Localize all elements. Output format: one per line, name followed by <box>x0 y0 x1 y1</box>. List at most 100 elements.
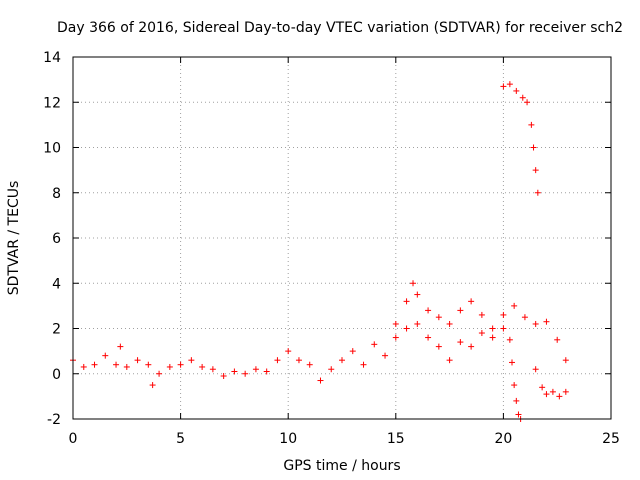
data-point <box>263 368 270 375</box>
data-point <box>392 320 399 327</box>
data-point <box>295 357 302 364</box>
data-point <box>274 357 281 364</box>
y-tick-label: 2 <box>52 322 61 338</box>
data-point <box>177 361 184 368</box>
data-point <box>102 352 109 359</box>
y-tick-label: 12 <box>43 95 61 111</box>
data-point <box>500 325 507 332</box>
y-tick-label: 0 <box>52 367 61 383</box>
data-point <box>414 291 421 298</box>
data-point <box>199 363 206 370</box>
data-point <box>506 336 513 343</box>
data-point <box>530 144 537 151</box>
data-point <box>349 348 356 355</box>
y-tick-label: 14 <box>43 50 61 66</box>
data-point <box>513 397 520 404</box>
data-point <box>149 382 156 389</box>
series-sdtvar-lower-band <box>392 320 507 364</box>
series-sdtvar-late-arc <box>500 81 541 196</box>
data-point <box>500 83 507 90</box>
data-point <box>113 361 120 368</box>
data-point <box>511 302 518 309</box>
data-point <box>425 307 432 314</box>
data-point <box>543 318 550 325</box>
data-point <box>392 334 399 341</box>
grid-layer <box>73 57 611 419</box>
data-point <box>489 325 496 332</box>
data-point <box>231 368 238 375</box>
data-point <box>403 298 410 305</box>
data-point <box>145 361 152 368</box>
data-point <box>500 311 507 318</box>
data-point <box>562 357 569 364</box>
data-point <box>528 121 535 128</box>
data-point <box>220 373 227 380</box>
data-point <box>524 99 531 106</box>
x-tick-label: 0 <box>69 431 78 447</box>
data-point <box>521 314 528 321</box>
series-sdtvar-tail-22h <box>532 366 569 400</box>
data-point <box>562 388 569 395</box>
data-point <box>134 357 141 364</box>
data-point <box>91 361 98 368</box>
data-layer <box>70 81 569 422</box>
data-point <box>468 343 475 350</box>
data-point <box>306 361 313 368</box>
y-tick-label: 8 <box>52 186 61 202</box>
data-point <box>435 343 442 350</box>
data-point <box>534 189 541 196</box>
data-point <box>339 357 345 364</box>
data-point <box>328 366 335 373</box>
data-point <box>252 366 259 373</box>
data-point <box>478 330 485 337</box>
data-point <box>166 363 173 370</box>
data-point <box>506 81 513 88</box>
data-point <box>371 341 378 348</box>
x-tick-label: 15 <box>387 431 405 447</box>
data-point <box>539 384 546 391</box>
data-point <box>554 336 561 343</box>
data-point <box>457 307 464 314</box>
x-tick-label: 20 <box>494 431 512 447</box>
data-point <box>209 366 216 373</box>
data-point <box>489 334 496 341</box>
data-point <box>468 298 475 305</box>
data-point <box>513 87 520 94</box>
data-point <box>543 391 550 398</box>
data-point <box>435 314 442 321</box>
x-tick-label: 5 <box>176 431 185 447</box>
y-axis-title: SDTVAR / TECUs <box>6 181 22 296</box>
data-point <box>425 334 432 341</box>
data-point <box>80 363 87 370</box>
series-sdtvar-drop-20h <box>506 336 524 422</box>
data-point <box>242 370 249 377</box>
data-point <box>317 377 324 384</box>
y-tick-label: 4 <box>52 276 61 292</box>
data-point <box>515 411 522 418</box>
data-point <box>156 370 163 377</box>
data-point <box>123 363 130 370</box>
data-point <box>519 94 526 101</box>
data-point <box>446 357 453 364</box>
tick-layer: 0 5 10 15 20 25 -2 0 2 4 6 8 10 12 14 <box>43 50 620 447</box>
x-axis-title: GPS time / hours <box>283 458 400 474</box>
data-point <box>410 280 417 287</box>
y-tick-label: 6 <box>52 231 61 247</box>
data-point <box>532 366 539 373</box>
data-point <box>403 325 410 332</box>
data-point <box>360 361 367 368</box>
data-point <box>414 320 421 327</box>
data-point <box>117 343 124 350</box>
data-point <box>549 388 556 395</box>
x-tick-label: 10 <box>279 431 297 447</box>
data-point <box>285 348 292 355</box>
chart-title: Day 366 of 2016, Sidereal Day-to-day VTE… <box>57 20 623 36</box>
y-tick-label: -2 <box>47 412 61 428</box>
data-point <box>382 352 389 359</box>
data-point <box>532 320 539 327</box>
y-tick-label: 10 <box>43 141 61 157</box>
data-point <box>457 339 464 346</box>
data-point <box>478 311 485 318</box>
data-point <box>188 357 195 364</box>
